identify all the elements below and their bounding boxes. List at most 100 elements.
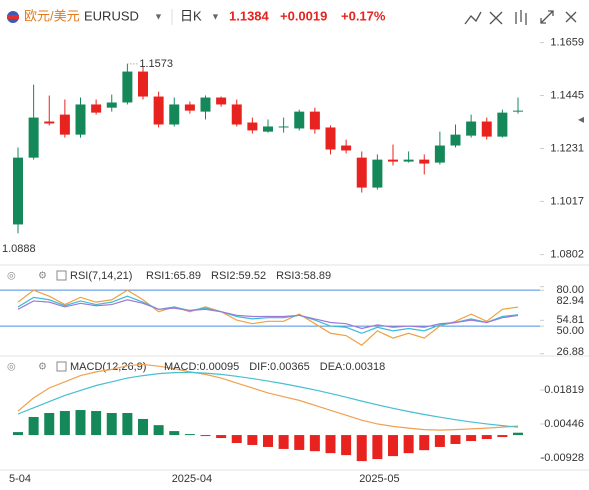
close-button[interactable] [565,11,577,23]
candle-body [294,111,305,129]
candle-body [466,121,477,136]
settings-icon[interactable]: ⚙ [38,271,47,282]
candle-body [356,157,367,188]
draw-button[interactable] [489,11,503,25]
macd-bar [372,435,383,460]
macd-bar [247,435,258,445]
pair-name: 欧元/美元 [24,8,80,23]
candle-body [13,157,23,225]
macd-bar [419,435,430,451]
candle-body [28,117,39,158]
candle-body [450,134,461,146]
x-tick-label: 5-04 [9,473,31,485]
y-tick-label: 82.94 [556,295,584,307]
legend-entry: MACD:0.00095 [164,361,239,373]
macd-bar [138,418,148,436]
candle-button[interactable] [515,10,527,25]
candle-body [184,104,195,111]
macd-bar [44,413,55,436]
change: +0.0019 [280,8,327,23]
candle-body [325,127,336,150]
legend-entry: DEA:0.00318 [320,361,385,373]
x-tick-label: 2025-05 [359,473,399,485]
line-series [17,289,519,346]
macd-bar [325,435,336,454]
x-tick-label: 2025-04 [172,473,212,485]
y-tick-label: 0.01819 [544,384,584,396]
candle-body [497,112,508,137]
candle-body [434,145,445,163]
price: 1.1384 [229,8,270,23]
macd-bar [497,435,508,438]
macd-title: MACD(12,26,9) [70,361,146,373]
checkbox[interactable] [56,361,67,372]
y-tick-label: 1.0802 [550,249,584,261]
candle-body [388,159,398,162]
y-tick-label: 80.00 [556,284,584,296]
candle-body [247,122,258,131]
y-tick-label: 54.81 [556,314,584,326]
low-label: 1.0888 [2,243,36,255]
macd-bar [466,435,477,442]
y-tick-label: 1.1445 [550,89,584,101]
candle-body [91,104,102,113]
macd-bar [75,410,86,436]
candle-body [75,104,86,135]
candle-body [138,71,148,97]
macd-bar [356,435,367,462]
rsi-title: RSI(7,14,21) [70,270,132,282]
macd-bar [278,435,289,449]
macd-bar [13,432,23,436]
line-series [17,295,519,334]
macd-bar [513,432,523,436]
macd-bar [309,435,320,452]
candle-body [122,71,133,103]
hide-icon[interactable]: ◎ [7,362,16,373]
legend-entry: DIF:0.00365 [249,361,310,373]
macd-bar [28,416,39,436]
fullscreen-button[interactable] [540,10,554,24]
macd-bar [434,435,445,447]
candle-body [216,97,227,105]
legend-entry: RSI3:58.89 [276,270,331,282]
macd-bar [184,434,195,436]
candle-body [513,110,523,112]
candle-body [481,121,492,137]
indicator-button[interactable] [464,11,482,25]
candle-body [419,159,430,164]
period[interactable]: 日K [180,8,202,23]
candle-body [200,97,211,112]
hide-icon[interactable]: ◎ [7,271,16,282]
macd-bar [263,435,273,447]
y-tick-label: 1.1017 [550,195,584,207]
macd-bar [341,435,352,456]
candle-body [231,104,242,125]
y-tick-label: 50.00 [556,325,584,337]
macd-bar [91,411,102,436]
candle-body [153,96,164,125]
symbol-dropdown[interactable]: ▼ [154,11,163,21]
macd-bar [216,435,227,439]
settings-icon[interactable]: ⚙ [38,362,47,373]
line-series [17,371,519,428]
legend-entry: RSI1:65.89 [146,270,201,282]
y-tick-label: 1.1231 [550,142,584,154]
period-dropdown[interactable]: ▼ [211,11,220,21]
line-series [17,363,519,431]
y-tick-label: 26.88 [556,346,584,358]
macd-bar [153,425,164,436]
flag-stripe [7,15,19,19]
symbol: EURUSD [84,8,139,23]
candle-body [309,111,320,130]
candle-body [44,121,55,124]
high-label: 1.1573 [139,58,173,70]
collapse-arrow[interactable]: ◂ [578,112,584,126]
candle-body [263,126,273,132]
line-series [17,299,519,330]
macd-bar [169,431,180,436]
macd-bar [388,435,398,457]
checkbox[interactable] [56,270,67,281]
macd-bar [294,435,305,450]
macd-bar [59,411,70,436]
